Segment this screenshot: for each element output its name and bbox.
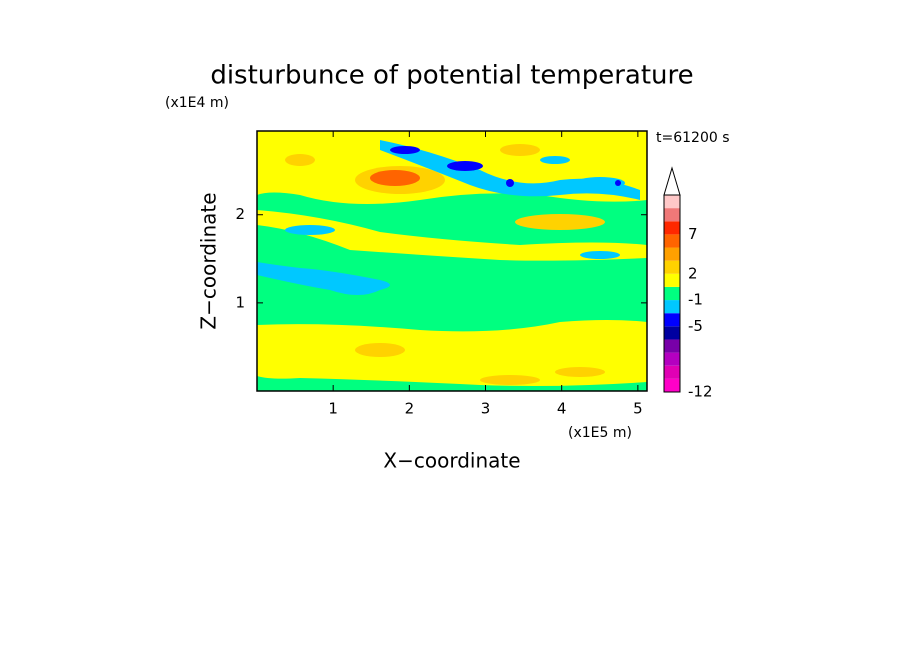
x-tick-label: 5 xyxy=(633,400,643,418)
annotation: t=61200 s xyxy=(656,130,730,146)
colorbar-label: 7 xyxy=(688,225,698,243)
colorbar-segment xyxy=(664,365,680,379)
colorbar-segment xyxy=(664,378,680,392)
colorbar-segment xyxy=(664,352,680,366)
colorbar-segment xyxy=(664,300,680,314)
y-axis-label: Z−coordinate xyxy=(197,192,221,329)
colorbar-segment xyxy=(664,208,680,222)
colorbar-frame xyxy=(663,194,681,393)
colorbar-extend xyxy=(663,166,681,196)
colorbar-label: -1 xyxy=(688,291,703,309)
x-tick-label: 2 xyxy=(405,400,415,418)
x-tick-label: 4 xyxy=(557,400,567,418)
contour-field xyxy=(257,131,647,391)
x-tick-label: 3 xyxy=(481,400,491,418)
colorbar-segment xyxy=(664,247,680,261)
plot-frame xyxy=(256,130,648,392)
x-axis-label: X−coordinate xyxy=(383,449,520,473)
colorbar-segment xyxy=(664,234,680,248)
colorbar-segment xyxy=(664,313,680,327)
colorbar-segment xyxy=(664,195,680,209)
chart-title: disturbunce of potential temperature xyxy=(210,61,693,91)
colorbar-segment xyxy=(664,273,680,287)
y-tick-label: 1 xyxy=(235,293,245,311)
colorbar-segment xyxy=(664,326,680,340)
colorbar-segment xyxy=(664,221,680,235)
x-unit: (x1E5 m) xyxy=(568,425,632,441)
colorbar-segment xyxy=(664,286,680,301)
colorbar-label: 2 xyxy=(688,264,698,282)
colorbar-label: -12 xyxy=(688,383,713,401)
colorbar-label: -5 xyxy=(688,317,703,335)
y-tick-label: 2 xyxy=(235,205,245,223)
y-unit: (x1E4 m) xyxy=(165,95,229,111)
colorbar-segment xyxy=(664,339,680,353)
x-tick-label: 1 xyxy=(328,400,338,418)
colorbar-segment xyxy=(664,260,680,274)
